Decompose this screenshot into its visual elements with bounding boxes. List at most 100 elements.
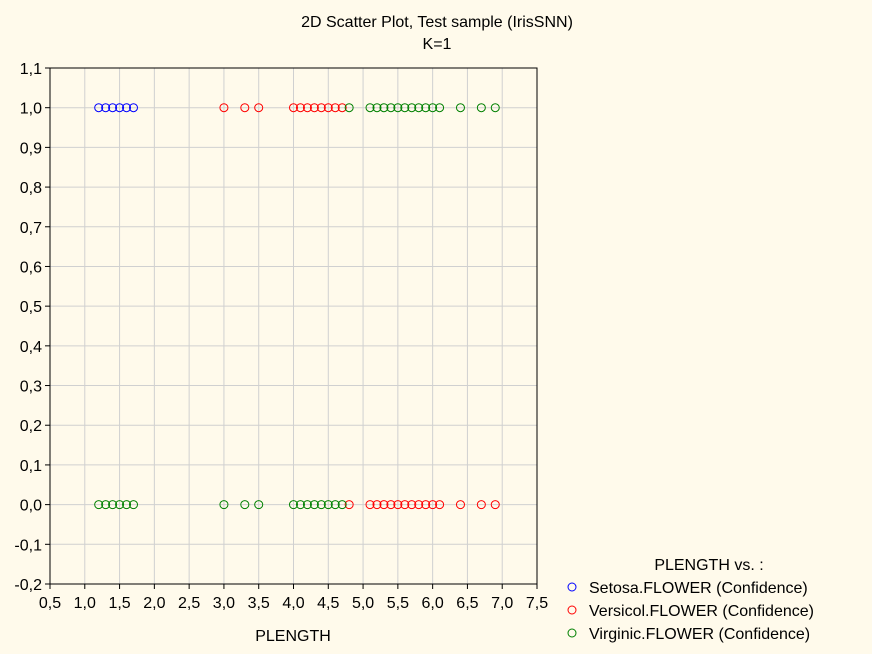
data-point <box>323 500 333 510</box>
x-tick-label: 1,5 <box>108 595 130 612</box>
data-point <box>379 500 389 510</box>
y-tick-label: -0,1 <box>14 537 42 554</box>
y-tick-label: 0,5 <box>20 299 42 316</box>
chart-subtitle: K=1 <box>423 36 452 53</box>
data-point <box>323 103 333 113</box>
data-point <box>428 500 438 510</box>
data-point <box>365 500 375 510</box>
data-point <box>302 500 312 510</box>
data-point <box>490 103 500 113</box>
data-point <box>344 500 354 510</box>
data-point <box>428 103 438 113</box>
x-tick-label: 3,5 <box>248 595 270 612</box>
y-tick-label: 0,3 <box>20 379 42 396</box>
y-tick-label: 1,1 <box>20 61 42 78</box>
data-point <box>455 500 465 510</box>
x-tick-label: 2,0 <box>143 595 165 612</box>
data-point <box>372 103 382 113</box>
y-tick-label: -0,2 <box>14 577 42 594</box>
data-point <box>455 103 465 113</box>
y-tick-label: 0,8 <box>20 180 42 197</box>
data-point <box>316 500 326 510</box>
legend-title: PLENGTH vs. : <box>654 557 763 574</box>
data-point <box>344 103 354 113</box>
data-point <box>108 103 118 113</box>
point-layer <box>94 103 500 510</box>
data-point <box>379 103 389 113</box>
legend-marker <box>567 582 577 592</box>
data-point <box>414 103 424 113</box>
tick-layer: 0,5 1,0 1,5 2,0 2,5 3,0 3,5 4,0 4,5 5,0 5,5 6,0 6,5 7… <box>14 61 548 612</box>
data-point <box>108 500 118 510</box>
x-tick-label: 5,0 <box>352 595 374 612</box>
data-point <box>421 500 431 510</box>
x-tick-label: 0,5 <box>39 595 61 612</box>
data-point <box>254 500 264 510</box>
data-point <box>421 103 431 113</box>
y-tick-label: 0,2 <box>20 418 42 435</box>
data-point <box>476 103 486 113</box>
y-tick-label: 0,1 <box>20 458 42 475</box>
data-point <box>435 103 445 113</box>
x-tick-label: 7,5 <box>526 595 548 612</box>
data-point <box>393 500 403 510</box>
x-tick-label: 3,0 <box>213 595 235 612</box>
data-point <box>407 103 417 113</box>
data-point <box>393 103 403 113</box>
legend-label: Versicol.FLOWER (Confidence) <box>589 603 814 620</box>
chart-title: 2D Scatter Plot, Test sample (IrisSNN) <box>301 14 573 31</box>
legend-marker <box>567 605 577 615</box>
data-point <box>302 103 312 113</box>
data-point <box>330 500 340 510</box>
data-point <box>219 500 229 510</box>
data-point <box>115 103 125 113</box>
data-point <box>386 500 396 510</box>
x-tick-label: 7,0 <box>491 595 513 612</box>
data-point <box>386 103 396 113</box>
data-point <box>400 103 410 113</box>
data-point <box>219 103 229 113</box>
data-point <box>101 500 111 510</box>
data-point <box>414 500 424 510</box>
x-tick-label: 4,0 <box>282 595 304 612</box>
data-point <box>94 500 104 510</box>
data-point <box>240 103 250 113</box>
data-point <box>94 103 104 113</box>
data-point <box>122 500 132 510</box>
data-point <box>309 103 319 113</box>
legend-marker <box>567 628 577 638</box>
data-point <box>316 103 326 113</box>
data-point <box>330 103 340 113</box>
legend-label: Virginic.FLOWER (Confidence) <box>589 626 810 643</box>
x-tick-label: 6,0 <box>422 595 444 612</box>
data-point <box>372 500 382 510</box>
data-point <box>254 103 264 113</box>
data-point <box>309 500 319 510</box>
data-point <box>115 500 125 510</box>
data-point <box>128 103 138 113</box>
x-tick-label: 6,5 <box>456 595 478 612</box>
data-point <box>101 103 111 113</box>
x-tick-label: 2,5 <box>178 595 200 612</box>
data-point <box>337 103 347 113</box>
data-point <box>490 500 500 510</box>
data-point <box>289 103 298 113</box>
x-tick-label: 1,0 <box>74 595 96 612</box>
y-tick-label: 0,6 <box>20 259 42 276</box>
y-tick-label: 0,0 <box>20 498 42 515</box>
data-point <box>407 500 417 510</box>
data-point <box>295 500 305 510</box>
x-axis-label: PLENGTH <box>255 628 331 645</box>
x-tick-label: 4,5 <box>317 595 339 612</box>
data-point <box>122 103 132 113</box>
data-point <box>240 500 250 510</box>
data-point <box>295 103 305 113</box>
legend: PLENGTH vs. : Setosa.FLOWER (Confidence)… <box>567 557 814 643</box>
legend-label: Setosa.FLOWER (Confidence) <box>589 580 808 597</box>
legend-items: Setosa.FLOWER (Confidence) Versicol.FLOWE… <box>567 580 814 643</box>
data-point <box>435 500 445 510</box>
data-point <box>476 500 486 510</box>
y-tick-label: 0,4 <box>20 339 42 356</box>
